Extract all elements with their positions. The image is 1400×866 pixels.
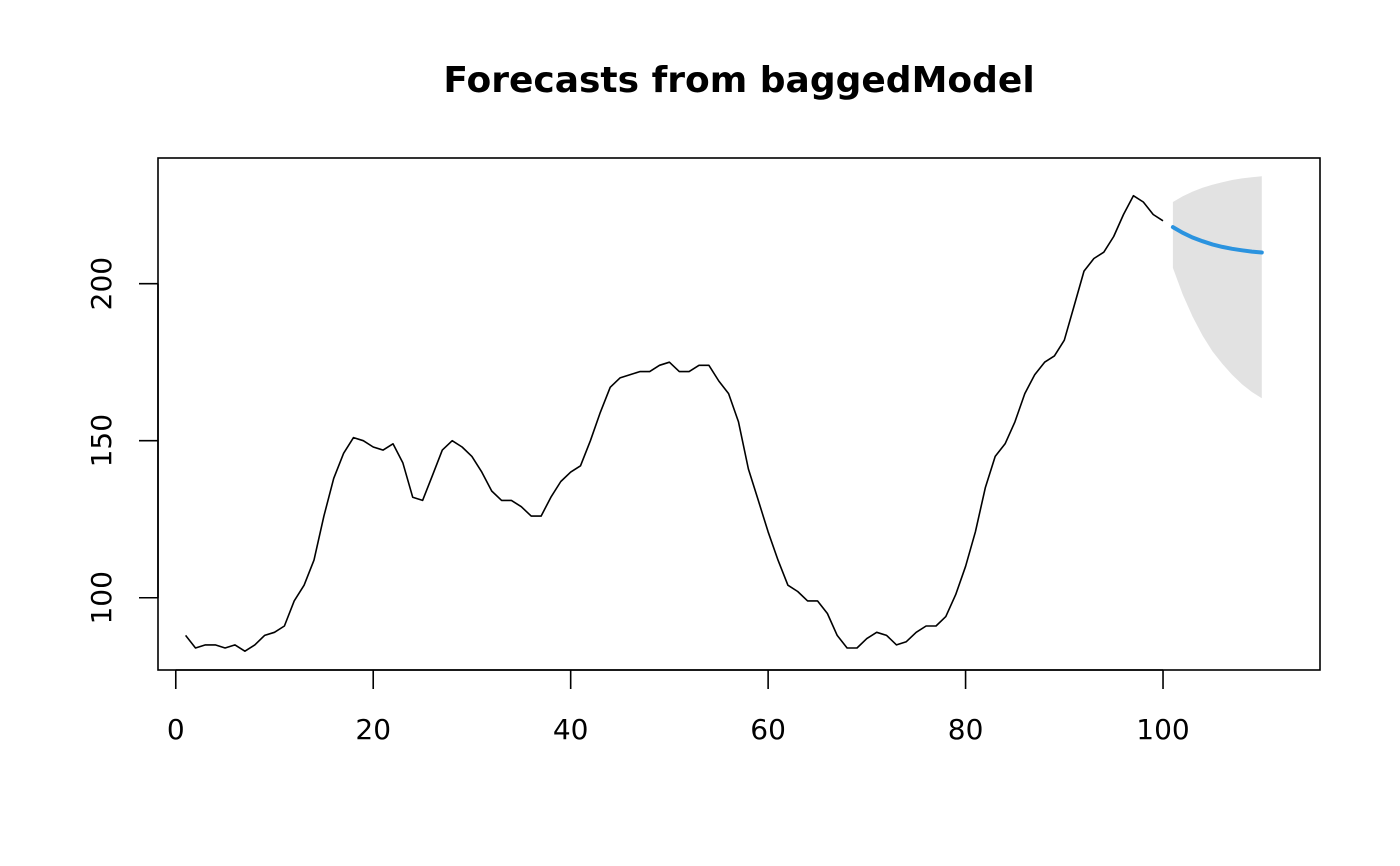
history-series-line	[184, 194, 1164, 653]
x-tick-label: 100	[1136, 713, 1189, 746]
y-tick-label: 100	[85, 571, 118, 624]
chart-title: Forecasts from baggedModel	[443, 60, 1034, 101]
x-tick-label: 40	[553, 713, 589, 746]
x-axis: 0 20 40 60 80 100	[167, 669, 1190, 746]
forecast-series-line	[1170, 225, 1264, 255]
prediction-interval-band	[1172, 176, 1262, 399]
x-tick-label: 60	[750, 713, 786, 746]
y-tick-label: 150	[85, 414, 118, 467]
prediction-interval-layer	[1172, 176, 1262, 399]
series-layer	[184, 194, 1264, 653]
plot-frame	[157, 157, 1321, 671]
x-tick-label: 80	[948, 713, 984, 746]
x-tick-label: 0	[167, 713, 185, 746]
x-tick-label: 20	[355, 713, 391, 746]
y-axis: 100 150 200	[85, 257, 159, 625]
y-tick-label: 200	[85, 257, 118, 310]
